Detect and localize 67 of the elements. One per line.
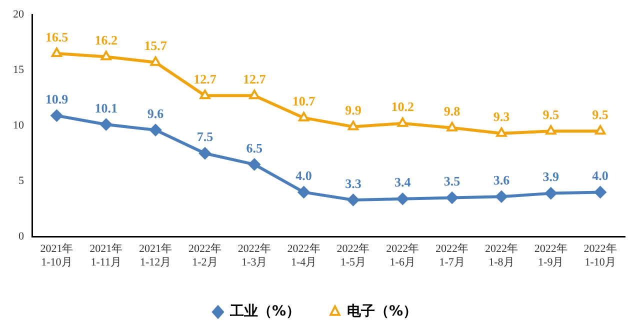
x-tick-label: 2022年 1-5月	[336, 243, 370, 268]
data-label: 9.5	[542, 107, 560, 122]
data-label: 9.8	[444, 104, 461, 119]
point	[397, 117, 408, 127]
point	[50, 110, 63, 122]
point	[200, 90, 210, 100]
legend-label: 电子（%）	[347, 304, 418, 320]
point	[347, 194, 360, 206]
point	[298, 112, 310, 122]
x-tick-label: 2022年 1-4月	[287, 243, 320, 268]
y-tick-label: 10	[13, 119, 24, 132]
data-label: 12.7	[194, 71, 217, 86]
x-tick-label: 2022年 1-8月	[484, 243, 518, 268]
y-tick-label: 0	[18, 230, 24, 242]
x-tick-label: 2022年 1-9月	[534, 243, 568, 268]
point	[495, 190, 508, 203]
data-label: 6.5	[246, 140, 263, 156]
data-label: 10.1	[94, 100, 118, 116]
data-label: 3.4	[394, 174, 412, 190]
x-tick-label: 2022年 1-10月	[584, 243, 617, 268]
point	[248, 158, 260, 170]
point	[496, 127, 507, 137]
data-label: 4.0	[592, 168, 608, 184]
data-label: 7.5	[196, 129, 214, 144]
data-label: 16.2	[94, 32, 118, 48]
data-label: 9.3	[493, 109, 510, 124]
data-label: 10.9	[45, 91, 69, 106]
y-tick-label: 15	[13, 64, 24, 76]
point	[544, 187, 557, 200]
point	[100, 50, 112, 60]
data-label: 3.9	[542, 169, 560, 184]
x-tick-label: 2022年 1-2月	[188, 243, 222, 268]
y-tick-label: 20	[13, 8, 24, 20]
point	[594, 186, 606, 198]
x-tick-label: 2021年 1-10月	[40, 243, 74, 268]
data-label: 10.7	[292, 94, 316, 109]
point	[446, 122, 458, 132]
data-label: 9.5	[592, 107, 609, 122]
point	[198, 147, 211, 160]
point	[150, 56, 161, 66]
x-tick-label: 2021年 1-12月	[139, 243, 172, 268]
x-tick-label: 2022年 1-7月	[436, 243, 469, 268]
x-tick-label: 2022年 1-3月	[238, 243, 271, 268]
point	[100, 118, 112, 130]
data-label: 16.5	[45, 29, 69, 44]
data-label: 3.3	[345, 176, 362, 191]
point	[396, 192, 409, 205]
data-label: 9.9	[345, 102, 362, 118]
point	[348, 120, 359, 130]
point	[594, 125, 606, 135]
point	[546, 125, 556, 135]
y-tick-label: 5	[18, 174, 24, 187]
data-label: 3.6	[493, 172, 510, 188]
point	[51, 47, 62, 57]
data-label: 15.7	[144, 38, 168, 54]
point	[249, 90, 260, 100]
point	[298, 186, 310, 198]
point	[150, 124, 162, 136]
data-label: 10.2	[391, 99, 414, 114]
point	[446, 192, 458, 204]
data-label: 12.7	[243, 71, 266, 86]
legend-label: 工业（%）	[228, 304, 300, 320]
x-tick-label: 2022年 1-6月	[386, 243, 420, 268]
data-label: 3.5	[444, 174, 461, 189]
data-label: 4.0	[296, 168, 312, 184]
x-tick-label: 2021年 1-11月	[90, 243, 123, 268]
data-label: 9.6	[147, 106, 164, 121]
